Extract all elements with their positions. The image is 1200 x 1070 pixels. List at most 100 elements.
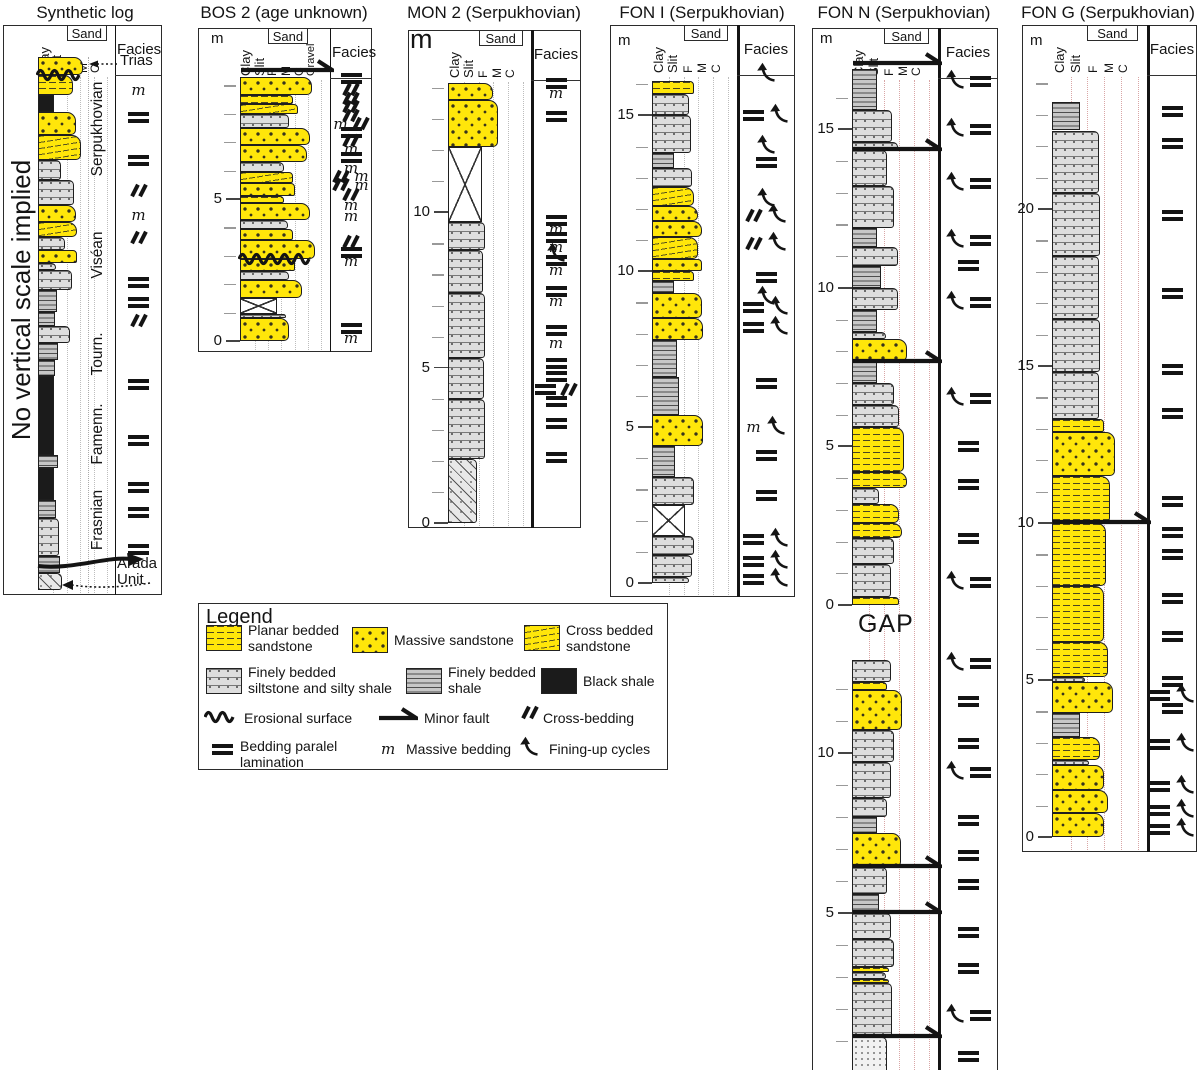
- bedding-parallel-lamination-symbol: [970, 76, 991, 88]
- foni-facies-separator: [737, 25, 740, 597]
- massive-bedding-symbol: m: [548, 83, 564, 102]
- facies-entry: [942, 387, 994, 410]
- fining-up-cycle-symbol: [766, 415, 786, 440]
- scale-tick-minor: [224, 170, 236, 172]
- scale-tick-minor: [836, 848, 848, 851]
- lith-bed-ms: [240, 279, 302, 299]
- col-header-silt: Slit: [460, 59, 476, 78]
- scale-tick-minor: [432, 274, 444, 276]
- scale-tick-minor: [432, 429, 444, 431]
- scale-tick-minor: [224, 142, 236, 144]
- facies-entry: [535, 447, 577, 469]
- facies-entry: m: [119, 79, 158, 101]
- scale-tick-major: [434, 366, 448, 369]
- bedding-parallel-lamination-symbol: [1161, 676, 1183, 688]
- facies-entry: [741, 444, 791, 466]
- scale-tick-minor: [224, 227, 236, 229]
- foni-title: FON I (Serpukhovian): [619, 3, 785, 22]
- bedding-parallel-lamination-symbol: [1149, 804, 1170, 816]
- facies-entry: [119, 309, 158, 331]
- bedding-parallel-lamination-symbol: [545, 231, 567, 243]
- scale-tick-minor: [836, 880, 848, 883]
- grain-size-gridline: [320, 80, 322, 350]
- mon2-title: MON 2 (Serpukhovian): [407, 3, 581, 22]
- bedding-parallel-lamination-symbol: [957, 260, 979, 272]
- lith-bed-xbs: [652, 187, 694, 206]
- facies-entry: [535, 413, 577, 435]
- scale-tick-minor: [432, 491, 444, 494]
- lith-bed-ms: [652, 293, 702, 318]
- lith-bed-slt: [38, 326, 70, 344]
- lith-bed-sh: [852, 893, 879, 913]
- facies-entry: [741, 203, 791, 226]
- lith-bed-slt: [1052, 130, 1099, 194]
- bedding-parallel-lamination-symbol: [128, 296, 149, 308]
- lith-bed-ms: [38, 205, 76, 222]
- col-header-sand-m: M: [895, 66, 910, 76]
- bedding-parallel-lamination-symbol: [1161, 495, 1183, 507]
- lith-bed-slt: [852, 287, 899, 311]
- fong-title: FON G (Serpukhovian): [1021, 3, 1195, 22]
- fining-up-cycle-symbol: [756, 285, 776, 310]
- lith-bed-pbs: [240, 196, 284, 204]
- col-header-sand-f: F: [681, 65, 696, 73]
- bedding-parallel-lamination-symbol: [957, 440, 979, 452]
- lith-bed-slt: [852, 762, 891, 798]
- erosional-surface-icon: [203, 710, 240, 729]
- col-header-sand: Sand: [1087, 26, 1138, 41]
- bedding-parallel-lamination-symbol: [128, 154, 149, 166]
- facies-entry: [535, 319, 577, 341]
- facies-entry: [1151, 521, 1193, 543]
- bedding-parallel-lamination-symbol: [755, 156, 777, 168]
- unit-m-label: m: [618, 32, 631, 49]
- lith-bed-slt: [38, 262, 56, 270]
- scale-tick-minor: [836, 383, 848, 385]
- facies-entry: [535, 281, 577, 303]
- bedding-parallel-lamination-symbol: [743, 533, 764, 545]
- bedding-parallel-lamination-symbol: [340, 247, 362, 259]
- facies-entry: [1151, 625, 1193, 647]
- bedding-parallel-lamination-symbol: [1161, 407, 1183, 419]
- bedding-parallel-lamination-symbol: [1149, 781, 1170, 793]
- scale-tick-major: [1038, 836, 1052, 838]
- grain-size-gridline: [522, 82, 524, 526]
- facies-entry: [1151, 101, 1193, 123]
- fonn-title: FON N (Serpukhovian): [817, 3, 991, 22]
- stage-label-trias: Trias: [120, 52, 153, 70]
- lith-bed-pbs: [240, 95, 293, 104]
- scale-tick-minor: [224, 85, 236, 87]
- scale-tick-major: [434, 211, 448, 214]
- facies-entry: [741, 134, 791, 158]
- facies-entry: [1151, 587, 1193, 609]
- lith-bed-sh: [852, 360, 878, 383]
- mon2-facies-separator: [531, 30, 534, 528]
- facies-entry: [942, 473, 994, 495]
- facies-entry: [741, 372, 791, 394]
- scale-tick-minor: [1036, 240, 1048, 242]
- scale-tick-major: [838, 604, 852, 606]
- scale-tick-major: [838, 286, 852, 289]
- lith-bed-ms: [1052, 789, 1108, 814]
- bedding-parallel-lamination-symbol: [743, 109, 764, 121]
- col-header-sand-c: C: [1116, 64, 1131, 73]
- lith-bed-slt: [1052, 318, 1101, 373]
- facies-entry: [334, 242, 368, 264]
- lith-bed-slt: [448, 398, 486, 460]
- lith-bed-slt: [1052, 256, 1099, 319]
- scale-tick-minor: [836, 319, 848, 321]
- col-header-sand-f: F: [881, 68, 896, 76]
- col-header-facies: Facies: [1149, 41, 1195, 58]
- fining-up-cycle-symbol: [945, 69, 965, 94]
- facies-entry: [942, 691, 994, 713]
- cross-bedding-symbol: [129, 231, 148, 245]
- erosional-surface-symbol: [35, 68, 89, 82]
- facies-entry: [942, 228, 994, 251]
- col-header-sand-c: C: [502, 69, 517, 78]
- bedding-parallel-lamination-symbol: [957, 963, 979, 975]
- scale-tick-minor: [836, 688, 848, 690]
- lith-bed-ms: [38, 250, 77, 263]
- legend-label: Cross bedded sandstone: [566, 622, 654, 655]
- lith-bed-slt: [852, 538, 894, 564]
- scale-tick-minor: [636, 364, 648, 366]
- lith-bed-slt: [1052, 372, 1099, 420]
